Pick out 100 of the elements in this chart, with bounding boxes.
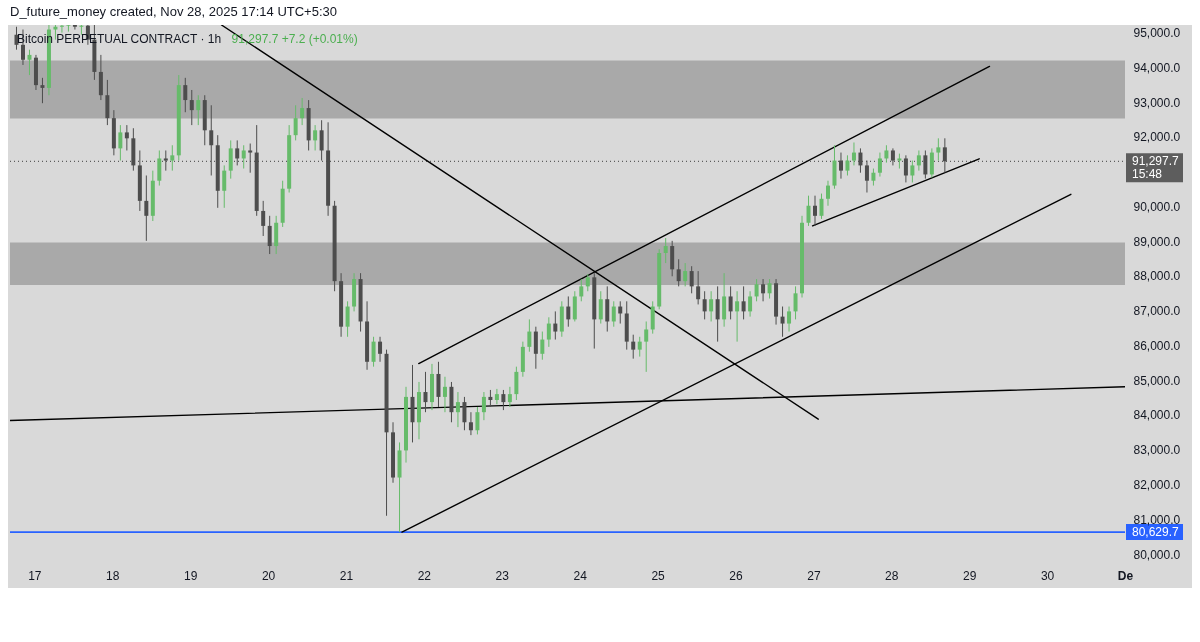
candlestick bbox=[780, 306, 785, 338]
candlestick bbox=[825, 180, 830, 207]
candlestick bbox=[572, 290, 577, 322]
candlestick bbox=[903, 154, 908, 183]
candlestick bbox=[598, 290, 603, 325]
candlestick bbox=[813, 195, 818, 227]
candlestick bbox=[501, 389, 506, 411]
candlestick bbox=[923, 149, 928, 180]
candlestick bbox=[274, 215, 279, 255]
y-tick-label: 94,000.0 bbox=[1133, 60, 1181, 75]
candlestick bbox=[183, 77, 188, 113]
candlestick bbox=[754, 278, 759, 302]
x-tick-label: 19 bbox=[183, 568, 198, 583]
candlestick bbox=[98, 54, 103, 101]
candlestick bbox=[436, 361, 441, 408]
candlestick bbox=[637, 336, 642, 358]
candlestick bbox=[105, 79, 110, 126]
candlestick bbox=[767, 278, 772, 300]
x-tick-label: 22 bbox=[417, 568, 432, 583]
x-tick-label: 25 bbox=[651, 568, 666, 583]
candlestick bbox=[481, 391, 486, 421]
candlestick bbox=[222, 164, 227, 209]
candlestick bbox=[696, 270, 701, 305]
candlestick bbox=[877, 152, 882, 178]
candlestick bbox=[663, 237, 668, 264]
candlestick bbox=[163, 149, 168, 172]
ref-line-label: 91,297.7 bbox=[1132, 154, 1180, 169]
x-tick-label: 27 bbox=[807, 568, 821, 583]
candlestick bbox=[293, 104, 298, 141]
x-tick-label: 26 bbox=[729, 568, 743, 583]
candlestick bbox=[942, 137, 947, 174]
candlestick bbox=[748, 290, 753, 318]
candlestick bbox=[248, 143, 253, 174]
candlestick bbox=[670, 240, 675, 277]
candlestick bbox=[124, 124, 129, 151]
candlestick bbox=[741, 285, 746, 320]
candlestick bbox=[241, 144, 246, 170]
candlestick bbox=[845, 154, 850, 176]
x-tick-label: 17 bbox=[28, 568, 42, 583]
candlestick bbox=[806, 195, 811, 227]
candlestick bbox=[728, 285, 733, 320]
candlestick bbox=[533, 326, 538, 370]
x-tick-label: 29 bbox=[963, 568, 977, 583]
candlestick bbox=[527, 318, 532, 353]
y-tick-label: 84,000.0 bbox=[1133, 408, 1181, 423]
candlestick bbox=[475, 406, 480, 435]
candlestick bbox=[579, 278, 584, 302]
x-tick-label: 21 bbox=[339, 568, 354, 583]
candlestick bbox=[170, 144, 175, 172]
candlestick bbox=[189, 89, 194, 126]
candlestick bbox=[462, 396, 467, 431]
candlestick bbox=[851, 141, 856, 166]
candlestick bbox=[209, 104, 214, 176]
candlestick bbox=[157, 149, 162, 187]
candlestick bbox=[228, 139, 233, 180]
candlestick bbox=[196, 94, 201, 126]
candlestick bbox=[709, 290, 714, 322]
candlestick bbox=[611, 300, 616, 328]
candlestick bbox=[345, 300, 350, 338]
text: 15:48 bbox=[1132, 167, 1163, 182]
candlestick bbox=[494, 388, 499, 405]
candlestick bbox=[144, 175, 149, 242]
candlestick bbox=[631, 334, 636, 360]
x-tick-label: 30 bbox=[1040, 568, 1055, 583]
candlestick bbox=[546, 316, 551, 348]
candlestick bbox=[761, 278, 766, 302]
candlestick bbox=[858, 147, 863, 174]
candlestick bbox=[455, 391, 460, 428]
candlestick bbox=[300, 97, 305, 126]
y-tick-label: 83,000.0 bbox=[1133, 443, 1181, 458]
candlestick bbox=[442, 376, 447, 413]
candlestick bbox=[929, 147, 934, 179]
candlestick bbox=[468, 411, 473, 436]
candlestick bbox=[605, 285, 610, 333]
y-tick-label: 87,000.0 bbox=[1133, 304, 1181, 319]
candlestick bbox=[553, 310, 558, 341]
candlestick bbox=[507, 386, 512, 408]
candlestick bbox=[27, 49, 32, 76]
candlestick bbox=[371, 336, 376, 368]
candlestick bbox=[66, 25, 71, 33]
candlestick bbox=[235, 139, 240, 166]
candlestick bbox=[319, 119, 324, 162]
candlestick bbox=[722, 272, 727, 328]
candlestick bbox=[59, 25, 64, 34]
candlestick bbox=[864, 160, 869, 194]
y-tick-label: 85,000.0 bbox=[1133, 373, 1181, 388]
candlestick bbox=[514, 366, 519, 401]
candlestick bbox=[40, 77, 45, 104]
candlestick bbox=[261, 200, 266, 237]
y-tick-label: 95,000.0 bbox=[1133, 26, 1181, 41]
y-tick-label: 86,000.0 bbox=[1133, 338, 1181, 353]
x-tick-label: 24 bbox=[573, 568, 588, 583]
candlestick bbox=[378, 336, 383, 363]
text: D_future_money created, Nov 28, 2025 17:14 UTC+5:30 bbox=[10, 4, 338, 19]
y-tick-label: 90,000.0 bbox=[1133, 199, 1181, 214]
candlestick bbox=[936, 137, 941, 162]
x-tick-label: 28 bbox=[885, 568, 899, 583]
y-tick-label: 81,000.0 bbox=[1133, 512, 1181, 527]
x-tick-label: De bbox=[1117, 568, 1134, 583]
candlestick bbox=[118, 124, 123, 162]
